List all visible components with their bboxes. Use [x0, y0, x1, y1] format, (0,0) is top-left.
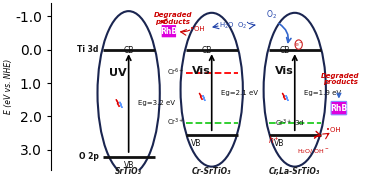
Text: CB: CB — [124, 46, 134, 55]
Text: Eg=1.9 eV: Eg=1.9 eV — [304, 90, 341, 96]
Text: VB: VB — [274, 139, 284, 148]
FancyBboxPatch shape — [161, 25, 177, 38]
Text: Vis: Vis — [192, 66, 211, 76]
Text: Cr,La-SrTiO₃: Cr,La-SrTiO₃ — [269, 167, 321, 176]
Text: Vis: Vis — [275, 66, 294, 76]
Text: Degraded: Degraded — [321, 73, 359, 79]
Text: VB: VB — [124, 161, 134, 170]
Text: O$_2$: O$_2$ — [266, 8, 277, 21]
Polygon shape — [203, 95, 205, 101]
Text: H$_2$O/ OH$^-$: H$_2$O/ OH$^-$ — [297, 147, 329, 156]
Text: CB: CB — [201, 46, 212, 55]
Text: H$_2$O: H$_2$O — [219, 20, 235, 31]
Text: •OH: •OH — [190, 26, 205, 32]
Text: Eg=3.2 eV: Eg=3.2 eV — [138, 100, 175, 106]
FancyBboxPatch shape — [331, 101, 347, 115]
Text: •OH: •OH — [326, 127, 341, 133]
Text: O$_2$$^{\bullet-}$: O$_2$$^{\bullet-}$ — [237, 20, 256, 31]
Polygon shape — [199, 93, 202, 100]
Polygon shape — [286, 95, 288, 101]
Polygon shape — [116, 99, 119, 107]
Text: Cr$^{3+}$: Cr$^{3+}$ — [167, 117, 184, 128]
Y-axis label: E (eV vs. NHE): E (eV vs. NHE) — [5, 59, 14, 114]
Circle shape — [295, 40, 302, 49]
Text: Cr$^{3+}$ 3d: Cr$^{3+}$ 3d — [275, 118, 304, 129]
Text: products: products — [323, 79, 358, 85]
Text: h$^+$: h$^+$ — [268, 135, 280, 146]
Text: products: products — [155, 19, 190, 25]
Text: VB: VB — [191, 139, 201, 148]
Text: O 2p: O 2p — [79, 152, 99, 161]
Text: SrTiO₃: SrTiO₃ — [115, 167, 142, 176]
Text: e$^-$: e$^-$ — [294, 41, 304, 49]
Text: RhB: RhB — [160, 27, 177, 36]
Text: UV: UV — [110, 68, 127, 78]
Text: Cr$^{6+}$: Cr$^{6+}$ — [167, 67, 184, 78]
Text: Eg=2.1 eV: Eg=2.1 eV — [221, 90, 258, 96]
Text: RhB: RhB — [330, 104, 347, 113]
Polygon shape — [119, 102, 122, 108]
Text: Ti 3d: Ti 3d — [77, 45, 99, 54]
Text: Cr-SrTiO₃: Cr-SrTiO₃ — [192, 167, 231, 176]
Polygon shape — [282, 93, 285, 100]
Text: Degraded: Degraded — [153, 13, 192, 18]
Text: CB: CB — [279, 46, 290, 55]
